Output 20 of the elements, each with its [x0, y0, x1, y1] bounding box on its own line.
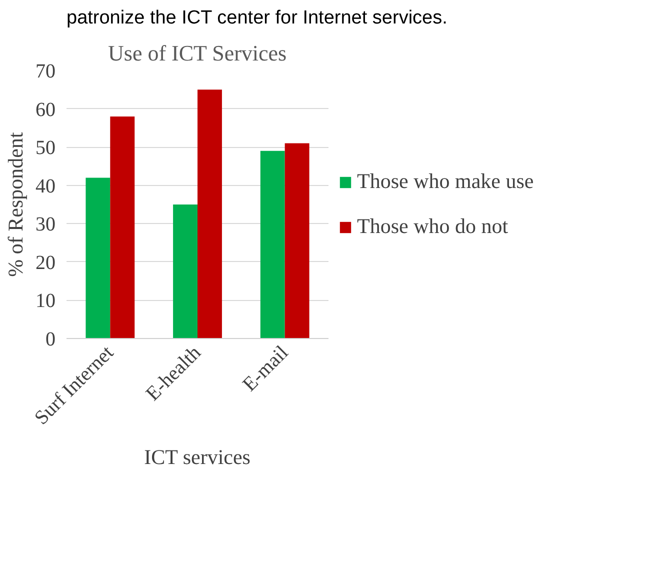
y-tick-label: 30: [36, 214, 56, 236]
y-tick-label: 60: [36, 98, 56, 121]
y-axis-title: % of Respondent: [4, 132, 28, 277]
y-tick-label: 20: [36, 252, 56, 274]
bar: [86, 178, 110, 338]
y-tick-label: 0: [46, 328, 56, 350]
y-tick-label: 70: [36, 60, 56, 82]
bar: [260, 150, 285, 338]
x-axis-title: ICT services: [144, 444, 250, 469]
legend-label: Those who do not: [357, 214, 508, 239]
text: patronize the ICT center for Internet services.: [66, 8, 448, 28]
bar: [110, 116, 135, 338]
chart-title: Use of ICT Services: [108, 40, 287, 66]
legend-label: Those who make use: [357, 169, 534, 194]
bar: [284, 143, 310, 338]
y-tick-label: 50: [36, 137, 56, 160]
y-tick-label: 10: [36, 290, 56, 312]
bar: [173, 204, 198, 338]
bar: [198, 90, 222, 338]
y-tick-label: 40: [36, 175, 56, 198]
